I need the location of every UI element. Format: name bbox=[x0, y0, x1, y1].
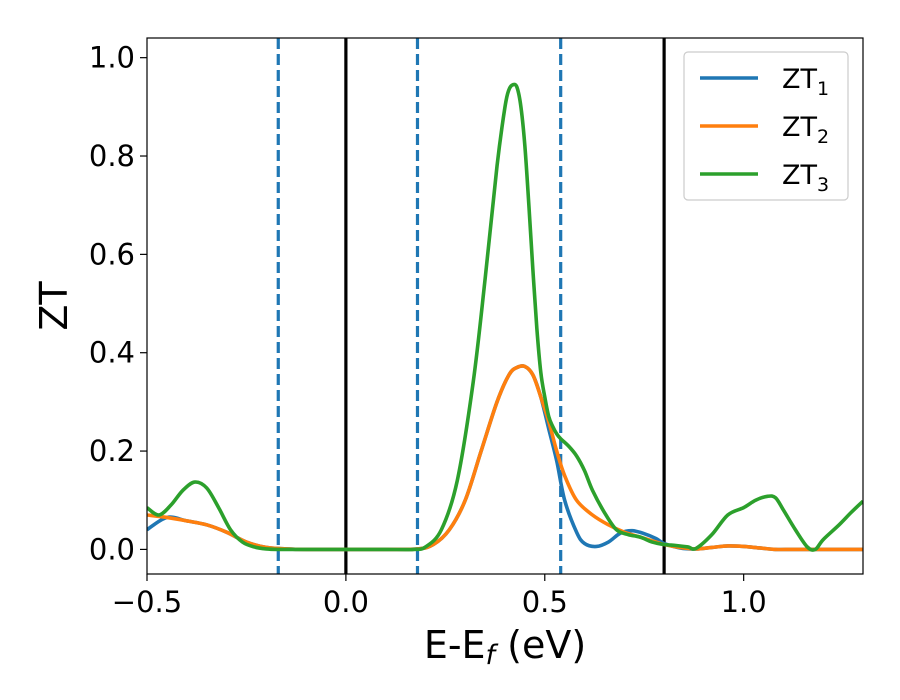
series-line-zt1 bbox=[147, 364, 863, 552]
series-line-zt2 bbox=[147, 364, 863, 552]
y-tick-label: 0.4 bbox=[89, 336, 135, 370]
axes-frame bbox=[146, 37, 864, 575]
legend: ZT1 ZT2 ZT3 bbox=[683, 51, 849, 201]
y-tick-label: 1.0 bbox=[89, 41, 135, 75]
y-tick-label: 0.6 bbox=[89, 237, 135, 271]
legend-label-zt1: ZT1 bbox=[782, 64, 829, 100]
x-tick-label: 0.5 bbox=[522, 585, 568, 619]
x-tick-label: 0.0 bbox=[323, 585, 369, 619]
y-tick-label: 0.8 bbox=[89, 139, 135, 173]
legend-label-zt3: ZT3 bbox=[782, 160, 829, 196]
x-axis-label: E-Ef (eV) bbox=[424, 623, 586, 671]
legend-label-zt2: ZT2 bbox=[782, 112, 829, 148]
x-tick-label: 1.0 bbox=[721, 585, 767, 619]
x-tick-label: −0.5 bbox=[112, 585, 182, 619]
legend-box bbox=[683, 51, 849, 201]
y-axis-label: ZT bbox=[32, 281, 76, 331]
y-tick-label: 0.2 bbox=[89, 434, 135, 468]
y-tick-label: 0.0 bbox=[89, 532, 135, 566]
series-line-zt3 bbox=[147, 82, 863, 552]
